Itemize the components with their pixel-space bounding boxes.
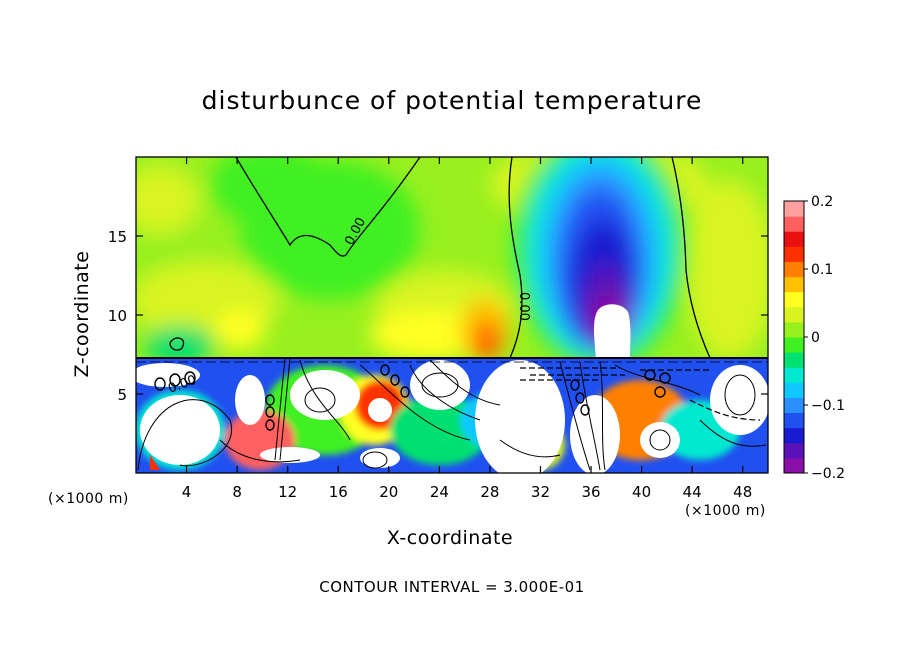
field-lower (136, 357, 768, 473)
x-tick-label: 48 (733, 483, 752, 501)
colorbar-segment (784, 382, 804, 398)
x-scale-label-left: (×1000 m) (48, 491, 129, 507)
chart-title: disturbunce of potential temperature (201, 86, 703, 115)
colorbar-segment (784, 291, 804, 308)
colorbar-segment (784, 321, 804, 338)
colorbar-segment (784, 201, 804, 217)
contour-upper-3 (671, 157, 711, 358)
colorbar-segment (784, 231, 804, 247)
x-tick-label: 40 (632, 483, 651, 501)
x-tick-label: 12 (278, 483, 297, 501)
x-tick-label: 16 (329, 483, 348, 501)
x-axis: 4 8 12 16 20 24 28 32 36 40 44 48 (182, 157, 752, 501)
x-scale-label-right: (×1000 m) (685, 503, 766, 519)
colorbar-segment (784, 457, 804, 474)
colorbar-tick-label: 0.1 (811, 262, 833, 278)
x-axis-title: X-coordinate (386, 527, 514, 549)
colorbar-segment (784, 427, 804, 444)
y-axis: 5 10 15 (108, 228, 768, 404)
x-tick-label: 4 (182, 483, 192, 501)
x-tick-label: 28 (480, 483, 499, 501)
x-tick-label: 24 (430, 483, 449, 501)
colorbar-segment (784, 337, 804, 353)
y-tick-label: 5 (117, 386, 127, 404)
colorbar-segment (784, 276, 804, 293)
contour-upper-1 (235, 157, 421, 257)
field-upper (136, 157, 768, 358)
colorbar-segment (784, 246, 804, 262)
contour-interval-note: CONTOUR INTERVAL = 3.000E-01 (319, 578, 585, 596)
colorbar-tick-label: 0.2 (811, 194, 833, 210)
colorbar-tick-label: 0 (811, 330, 820, 346)
colorbar-tick-label: −0.2 (811, 466, 845, 482)
colorbar: 0.2 0.1 0 −0.1 −0.2 (783, 194, 845, 482)
contour-label: 0.00 (516, 292, 531, 321)
x-tick-label: 32 (531, 483, 550, 501)
colorbar-segment (784, 412, 804, 429)
colorbar-tick-label: −0.1 (811, 398, 845, 414)
colorbar-segment (784, 261, 804, 278)
colorbar-segment (784, 442, 804, 459)
y-tick-label: 15 (108, 228, 127, 246)
x-tick-label: 8 (232, 483, 242, 501)
colorbar-segment (784, 367, 804, 383)
x-tick-label: 36 (581, 483, 600, 501)
colorbar-segment (784, 352, 804, 368)
colorbar-segment (784, 306, 804, 323)
y-axis-title: Z-coordinate (71, 250, 93, 378)
x-tick-label: 44 (683, 483, 702, 501)
y-tick-label: 10 (108, 307, 127, 325)
colorbar-segment (784, 216, 804, 232)
contour-upper-2 (508, 157, 523, 358)
colorbar-segment (784, 397, 804, 414)
x-tick-label: 20 (379, 483, 398, 501)
